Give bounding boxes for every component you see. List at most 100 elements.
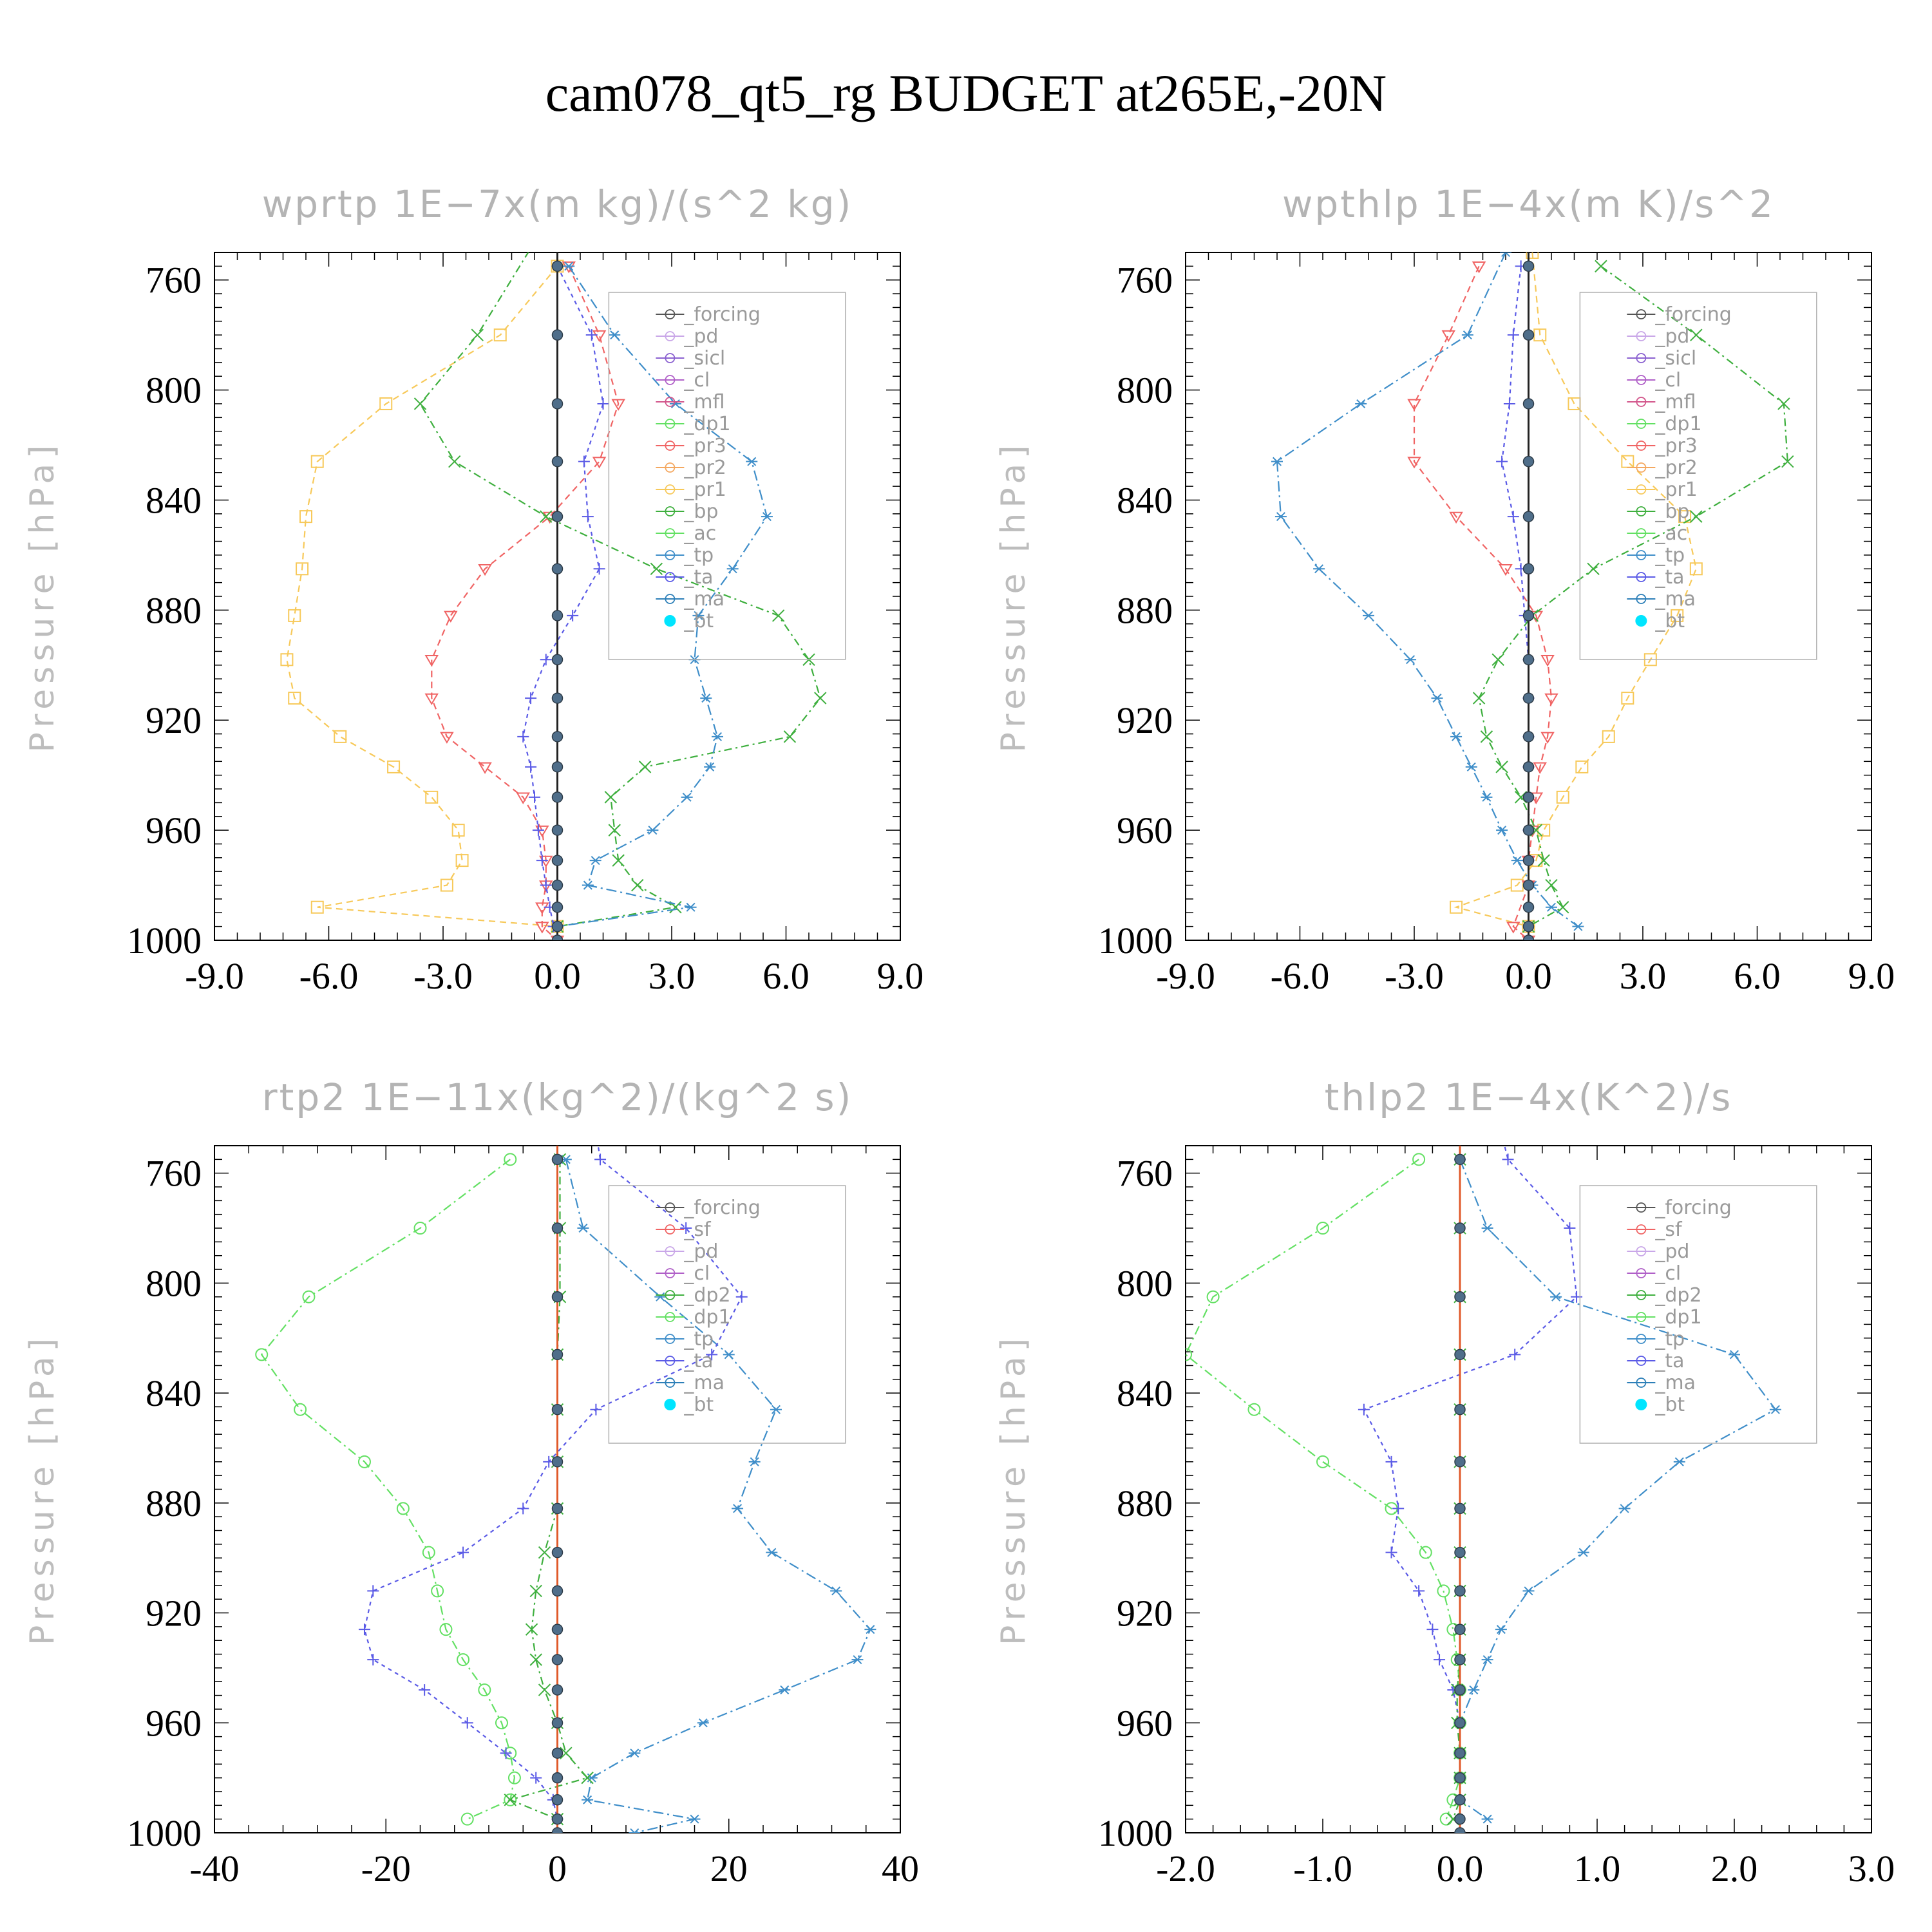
- data-point: [723, 1350, 735, 1359]
- legend-label: _forcing: [1654, 303, 1731, 326]
- y-tick-label: 760: [146, 1153, 202, 1195]
- data-point: [532, 824, 544, 837]
- data-point: [358, 1624, 370, 1636]
- legend-box: [608, 292, 846, 660]
- legend-marker: [665, 1290, 676, 1300]
- data-point: [761, 512, 773, 522]
- x-tick-label: -6.0: [299, 955, 359, 997]
- legend-label: _tp: [1654, 544, 1685, 567]
- data-point: [1621, 692, 1634, 705]
- data-point: [535, 922, 549, 934]
- legend-label: _ma: [683, 1372, 724, 1394]
- legend-label: _dp1: [1654, 1306, 1701, 1329]
- data-point: [551, 1291, 564, 1303]
- data-point: [1728, 1350, 1740, 1359]
- data-point: [779, 1685, 791, 1695]
- legend-label: _tp: [683, 544, 714, 567]
- data-point: [367, 1585, 379, 1597]
- legend-marker: [1636, 594, 1647, 604]
- data-point: [535, 902, 549, 914]
- data-point: [425, 790, 439, 804]
- data-point: [1522, 563, 1535, 575]
- data-point: [1454, 1717, 1466, 1729]
- data-point: [529, 1584, 542, 1598]
- data-point: [654, 1292, 667, 1302]
- data-point: [1454, 1624, 1466, 1635]
- data-point: [551, 1772, 564, 1784]
- legend-marker: [665, 353, 676, 363]
- data-point: [288, 609, 301, 622]
- data-point: [1522, 1586, 1535, 1596]
- data-point: [1522, 791, 1535, 803]
- data-point: [581, 1771, 594, 1785]
- x-tick-label: 0: [548, 1848, 567, 1889]
- data-point: [697, 1718, 709, 1728]
- y-tick-label: 760: [1117, 1153, 1173, 1195]
- data-point: [700, 694, 712, 703]
- data-point: [551, 1546, 564, 1558]
- data-point: [1522, 879, 1535, 891]
- data-point: [1454, 1684, 1466, 1696]
- data-point: [504, 1153, 517, 1166]
- legend-label: _sf: [1654, 1218, 1683, 1241]
- data-point: [525, 1623, 538, 1636]
- data-point: [551, 329, 564, 341]
- data-point: [1595, 260, 1607, 273]
- data-point: [1522, 824, 1535, 836]
- data-point: [1454, 1291, 1466, 1303]
- y-tick-label: 1000: [1098, 920, 1173, 961]
- data-point: [1454, 1813, 1466, 1825]
- data-point: [478, 762, 492, 774]
- data-point: [1690, 328, 1703, 341]
- data-point: [1385, 1455, 1397, 1468]
- x-tick-label: 3.0: [1620, 955, 1667, 997]
- data-point: [540, 879, 552, 891]
- data-point: [766, 1548, 778, 1557]
- data-point: [1506, 922, 1520, 934]
- legend-marker: [1636, 1356, 1647, 1366]
- x-tick-label: 1.0: [1574, 1848, 1621, 1889]
- legend-marker: [665, 375, 676, 385]
- legend-marker: [665, 440, 676, 451]
- data-point: [567, 609, 579, 621]
- data-point: [590, 1403, 602, 1416]
- x-tick-label: 0.0: [1505, 955, 1552, 997]
- data-point: [851, 1655, 864, 1665]
- legend-marker: [1636, 1202, 1647, 1213]
- legend-marker: [1636, 375, 1647, 385]
- data-point: [1450, 900, 1463, 914]
- data-point: [379, 397, 393, 410]
- legend-label: _sicl: [1654, 347, 1696, 370]
- data-point: [387, 760, 401, 773]
- data-point: [1385, 1546, 1397, 1558]
- data-point: [424, 654, 439, 667]
- legend-label: _bp: [1654, 500, 1689, 523]
- legend-label: _dp1: [683, 1306, 730, 1329]
- data-point: [1449, 511, 1463, 524]
- data-point: [551, 1153, 564, 1166]
- data-point: [685, 902, 697, 912]
- data-point: [814, 692, 827, 705]
- data-point: [1454, 1222, 1466, 1234]
- plot-area: [1271, 252, 1794, 940]
- data-point: [1441, 330, 1455, 343]
- data-point: [593, 563, 605, 575]
- data-point: [681, 792, 693, 802]
- data-point: [1769, 1405, 1781, 1414]
- data-point: [525, 692, 537, 705]
- data-point: [608, 824, 621, 837]
- data-point: [1316, 1455, 1329, 1468]
- series-line: [260, 1159, 516, 1820]
- legend-marker: [665, 484, 676, 495]
- legend-label: _dp1: [683, 413, 730, 435]
- data-point: [551, 791, 564, 803]
- legend-label: _ac: [1654, 522, 1687, 545]
- data-point: [772, 609, 785, 622]
- data-point: [551, 692, 564, 704]
- legend-marker: [1636, 528, 1647, 538]
- data-point: [551, 563, 564, 575]
- y-tick-label: 760: [1117, 260, 1173, 301]
- data-point: [1454, 1403, 1466, 1416]
- data-point: [455, 854, 469, 867]
